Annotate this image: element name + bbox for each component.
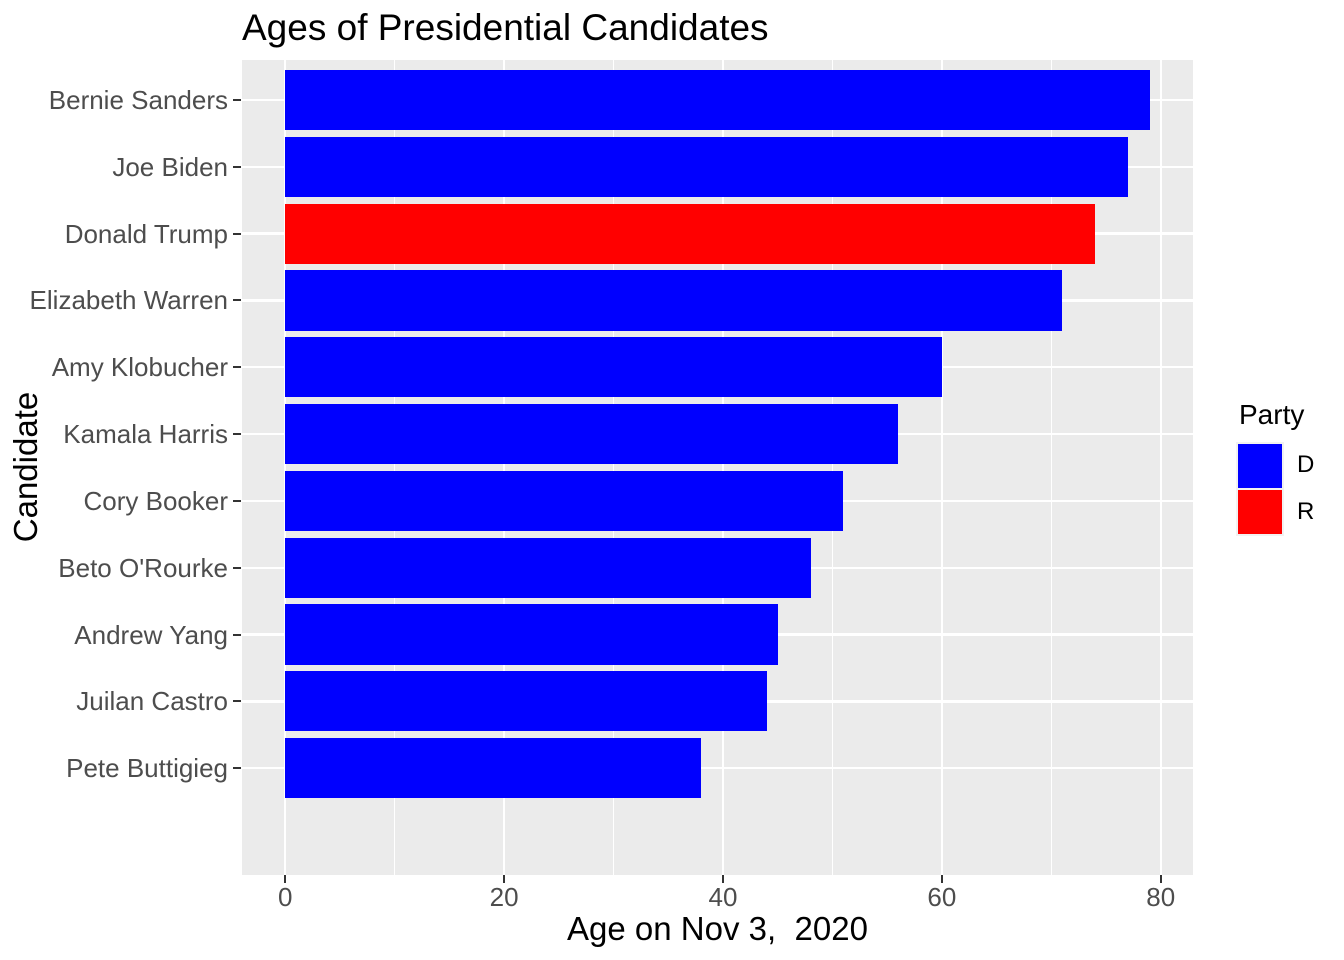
legend-key-swatch-r bbox=[1238, 489, 1282, 534]
gridline-major-x-60 bbox=[940, 60, 944, 875]
y-tick-label-pete-buttigieg: Pete Buttigieg bbox=[66, 753, 228, 784]
bar-andrew-yang bbox=[285, 604, 778, 665]
legend-label-r: R bbox=[1297, 497, 1315, 525]
gridline-major-x-40 bbox=[721, 60, 725, 875]
y-tick-label-juilan-castro: Juilan Castro bbox=[76, 686, 228, 717]
x-tick-label-0: 0 bbox=[277, 882, 293, 912]
bar-beto-o-rourke bbox=[285, 537, 811, 598]
gridline-minor-x-70 bbox=[1050, 60, 1052, 875]
bar-juilan-castro bbox=[285, 671, 767, 732]
legend-key-swatch-d bbox=[1238, 443, 1282, 488]
gridline-minor-x-30 bbox=[612, 60, 615, 875]
y-tick-label-andrew-yang: Andrew Yang bbox=[74, 619, 228, 650]
y-tick-label-joe-biden: Joe Biden bbox=[112, 151, 228, 182]
x-tick-mark-40 bbox=[721, 875, 724, 883]
x-tick-label-60: 60 bbox=[927, 882, 957, 912]
y-tick-mark-bernie-sanders bbox=[233, 99, 241, 102]
x-tick-mark-0 bbox=[284, 875, 287, 883]
y-axis-title: Candidate bbox=[6, 391, 44, 543]
x-tick-mark-60 bbox=[940, 875, 943, 883]
plot-panel bbox=[242, 60, 1193, 875]
x-tick-label-20: 20 bbox=[489, 882, 519, 912]
y-tick-mark-beto-o-rourke bbox=[233, 566, 241, 569]
y-tick-mark-amy-klobucher bbox=[233, 366, 241, 369]
gridline-horizontal-pete-buttigieg bbox=[242, 766, 1193, 770]
y-tick-mark-donald-trump bbox=[233, 232, 241, 235]
bar-joe-biden bbox=[285, 136, 1128, 197]
y-tick-mark-pete-buttigieg bbox=[233, 767, 241, 770]
gridline-major-x-20 bbox=[502, 60, 506, 875]
legend-label-d: D bbox=[1297, 450, 1315, 478]
y-tick-label-donald-trump: Donald Trump bbox=[64, 218, 228, 249]
y-tick-label-cory-booker: Cory Booker bbox=[83, 485, 229, 516]
y-tick-label-elizabeth-warren: Elizabeth Warren bbox=[29, 285, 228, 316]
legend-key-background bbox=[1236, 441, 1284, 488]
bar-pete-buttigieg bbox=[285, 738, 702, 799]
gridline-minor-x-50 bbox=[831, 60, 833, 875]
y-tick-mark-kamala-harris bbox=[233, 433, 241, 436]
bar-cory-booker bbox=[285, 470, 844, 531]
legend-title: Party bbox=[1239, 399, 1305, 430]
legend-key-background bbox=[1236, 487, 1284, 536]
y-tick-label-bernie-sanders: Bernie Sanders bbox=[48, 85, 228, 116]
y-tick-label-beto-o-rourke: Beto O'Rourke bbox=[58, 552, 228, 583]
x-tick-label-40: 40 bbox=[708, 882, 738, 912]
y-tick-label-kamala-harris: Kamala Harris bbox=[63, 419, 228, 450]
y-tick-mark-joe-biden bbox=[233, 165, 241, 168]
x-axis-title: Age on Nov 3, 2020 bbox=[567, 910, 868, 947]
y-tick-mark-elizabeth-warren bbox=[233, 299, 241, 302]
bar-bernie-sanders bbox=[285, 70, 1150, 131]
y-tick-mark-cory-booker bbox=[233, 499, 241, 502]
bar-amy-klobucher bbox=[285, 337, 942, 398]
bar-donald-trump bbox=[285, 203, 1096, 264]
chart-title: Ages of Presidential Candidates bbox=[242, 7, 769, 48]
gridline-major-x-0 bbox=[284, 60, 287, 875]
y-tick-label-amy-klobucher: Amy Klobucher bbox=[51, 352, 228, 383]
y-tick-mark-juilan-castro bbox=[233, 700, 241, 703]
bar-elizabeth-warren bbox=[285, 270, 1063, 331]
y-tick-mark-andrew-yang bbox=[233, 633, 241, 636]
x-tick-mark-20 bbox=[503, 875, 506, 883]
gridline-major-x-80 bbox=[1159, 60, 1162, 875]
legend-entry-d: D bbox=[1236, 441, 1315, 488]
x-tick-mark-80 bbox=[1159, 875, 1162, 883]
bar-kamala-harris bbox=[285, 404, 899, 465]
x-tick-label-80: 80 bbox=[1146, 882, 1176, 912]
legend-entry-r: R bbox=[1236, 487, 1315, 536]
gridline-minor-x-10 bbox=[394, 60, 396, 875]
